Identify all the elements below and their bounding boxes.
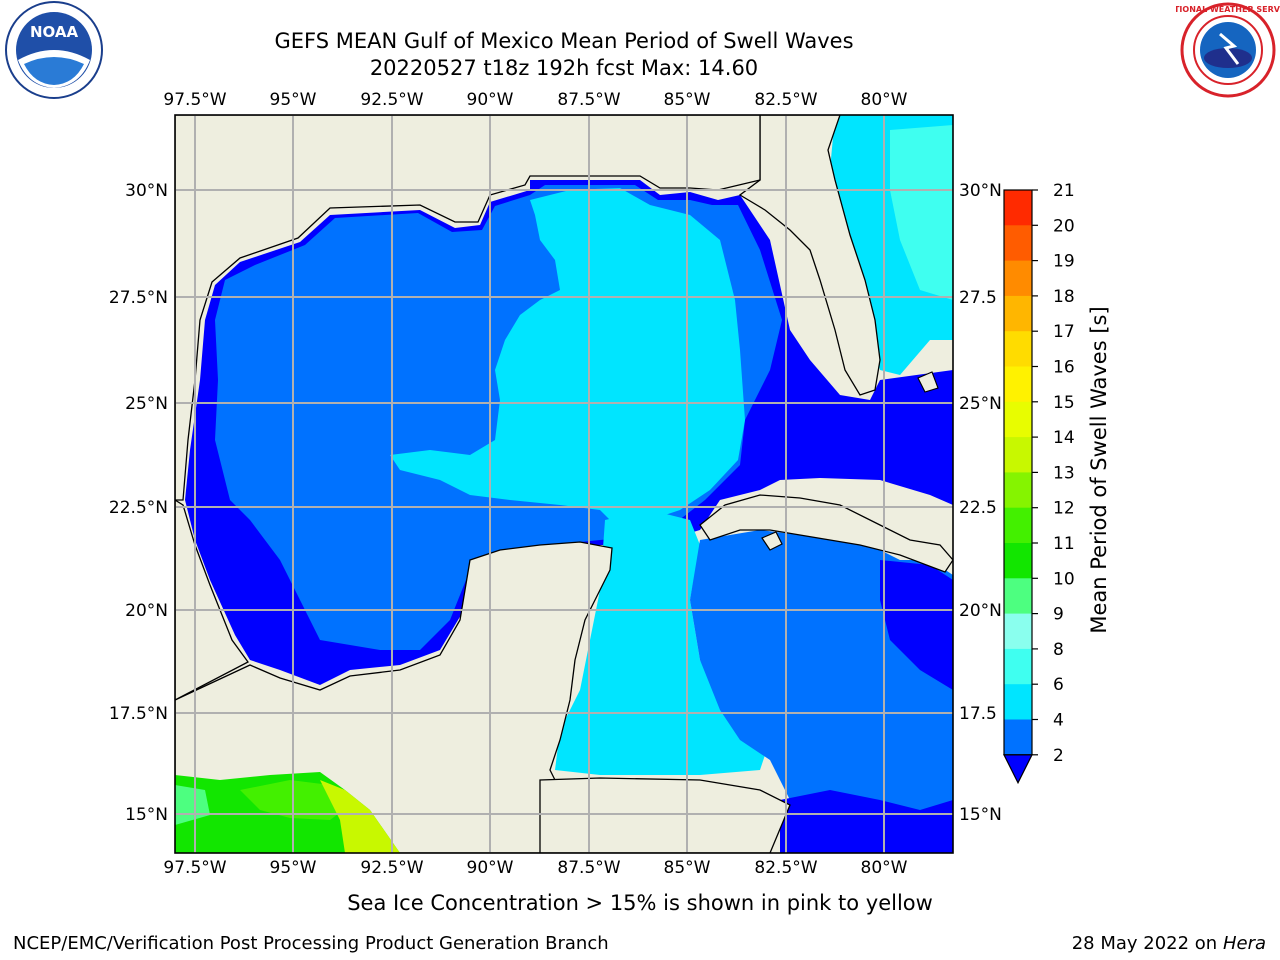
colorbar-tick-label: 9	[1053, 605, 1064, 625]
colorbar-tick-label: 4	[1053, 711, 1064, 731]
colorbar-tick-label: 17	[1053, 322, 1075, 342]
colorbar-tick-label: 21	[1053, 181, 1075, 201]
map-frame	[174, 114, 954, 854]
colorbar-tick-label: 12	[1053, 499, 1075, 519]
colorbar-label: Mean Period of Swell Waves [s]	[1087, 306, 1111, 633]
colorbar-segment	[1004, 684, 1032, 720]
colorbar-segment	[1004, 578, 1032, 615]
lat-label-right: 15°N	[959, 805, 1002, 825]
lat-label-left: 20°N	[125, 601, 168, 621]
lat-label-right: 30°N	[959, 181, 1002, 201]
cuba-land	[699, 494, 953, 573]
lon-label-top: 95°W	[270, 90, 317, 110]
lat-label-left: 17.5°N	[109, 704, 168, 724]
bahamas	[917, 371, 939, 393]
lat-label-right: 27.5	[959, 288, 997, 308]
colorbar-segment	[1004, 613, 1032, 650]
lat-label-right: 20°N	[959, 601, 1002, 621]
lon-label-bottom: 82.5°W	[754, 858, 817, 878]
caribbean-dark-blue-east	[880, 560, 953, 690]
lat-label-left: 27.5°N	[109, 288, 168, 308]
lon-label-bottom: 87.5°W	[557, 858, 620, 878]
machine-name: Hera	[1222, 933, 1266, 954]
noaa-logo: NOAA	[5, 1, 103, 99]
lon-label-bottom: 92.5°W	[360, 858, 423, 878]
map-title: GEFS MEAN Gulf of Mexico Mean Period of …	[274, 29, 854, 53]
mexico-land	[175, 499, 249, 701]
colorbar-tick-label: 15	[1053, 393, 1075, 413]
map-subtitle: 20220527 t18z 192h fcst Max: 14.60	[369, 56, 759, 80]
colorbar-tick-label: 11	[1053, 534, 1075, 554]
caribbean-dark-blue-south	[780, 790, 953, 853]
lon-label-top: 87.5°W	[557, 90, 620, 110]
lon-label-top: 82.5°W	[754, 90, 817, 110]
lat-label-right: 17.5	[959, 704, 997, 724]
colorbar-segment	[1004, 543, 1032, 579]
lat-label-left: 22.5°N	[109, 498, 168, 518]
colorbar-segment	[1004, 401, 1032, 438]
us-coast-land	[175, 115, 761, 501]
colorbar-segment	[1004, 437, 1032, 473]
lon-label-top: 90°W	[467, 90, 514, 110]
lon-label-bottom: 90°W	[467, 858, 514, 878]
svg-text:NOAA: NOAA	[30, 23, 79, 41]
colorbar-tick-label: 13	[1053, 463, 1075, 483]
gulf-cyan	[390, 188, 745, 530]
colorbar-tick-label: 16	[1053, 358, 1075, 378]
colorbar-segment	[1004, 366, 1032, 403]
isle-of-youth	[761, 531, 783, 551]
axis-labels: 97.5°W 97.5°W 95°W 95°W 92.5°W 92.5°W 90°W 90°W…	[109, 90, 1002, 878]
lon-label-top: 97.5°W	[163, 90, 226, 110]
map-panel	[175, 115, 953, 853]
florida-land	[738, 115, 881, 396]
colorbar: 2 4 6 8 9 10 11 12 13 14 15 16 17 18 19 20 21	[1003, 181, 1075, 785]
nws-logo: NATIONAL WEATHER SERVICE	[1176, 2, 1280, 98]
date-text: 28 May 2022 on	[1071, 933, 1218, 954]
colorbar-tick-label: 19	[1053, 252, 1075, 272]
central-america-land	[539, 777, 791, 853]
colorbar-segment	[1004, 507, 1032, 544]
colorbar-segment	[1004, 260, 1032, 297]
colorbar-tick-label: 6	[1053, 675, 1064, 695]
credit-line: NCEP/EMC/Verification Post Processing Pr…	[13, 933, 609, 954]
colorbar-tick-label: 14	[1053, 428, 1075, 448]
lat-label-left: 15°N	[125, 805, 168, 825]
caribbean-cyan	[555, 510, 770, 775]
lon-label-bottom: 95°W	[270, 858, 317, 878]
lat-label-left: 30°N	[125, 181, 168, 201]
colorbar-tick-label: 20	[1053, 216, 1075, 236]
lon-label-top: 80°W	[861, 90, 908, 110]
gridlines	[175, 115, 953, 853]
lon-label-top: 92.5°W	[360, 90, 423, 110]
lon-label-bottom: 85°W	[664, 858, 711, 878]
atlantic-light	[890, 125, 953, 300]
ice-note: Sea Ice Concentration > 15% is shown in …	[347, 891, 933, 915]
lat-label-right: 22.5	[959, 498, 997, 518]
svg-text:NATIONAL WEATHER SERVICE: NATIONAL WEATHER SERVICE	[1176, 5, 1280, 14]
colorbar-segment	[1004, 719, 1032, 756]
date-line: 28 May 2022 on Hera	[1072, 933, 1266, 954]
lon-label-bottom: 97.5°W	[163, 858, 226, 878]
lon-label-bottom: 80°W	[861, 858, 908, 878]
colorbar-tick-label: 2	[1053, 746, 1064, 766]
colorbar-segment	[1004, 648, 1032, 685]
colorbar-tick-label: 18	[1053, 287, 1075, 307]
colorbar-under-arrow	[1003, 754, 1033, 785]
lat-label-left: 25°N	[125, 394, 168, 414]
lon-label-top: 85°W	[664, 90, 711, 110]
lat-label-right: 25°N	[959, 394, 1002, 414]
colorbar-tick-label: 8	[1053, 640, 1064, 660]
colorbar-segment	[1004, 472, 1032, 509]
pacific-yellow	[320, 780, 400, 853]
colorbar-tick-label: 10	[1053, 569, 1075, 589]
colorbar-segment	[1004, 225, 1032, 262]
colorbar-segment	[1004, 331, 1032, 367]
colorbar-segment	[1004, 295, 1032, 332]
colorbar-segment	[1004, 190, 1032, 226]
pacific-lightgreen	[240, 780, 350, 820]
